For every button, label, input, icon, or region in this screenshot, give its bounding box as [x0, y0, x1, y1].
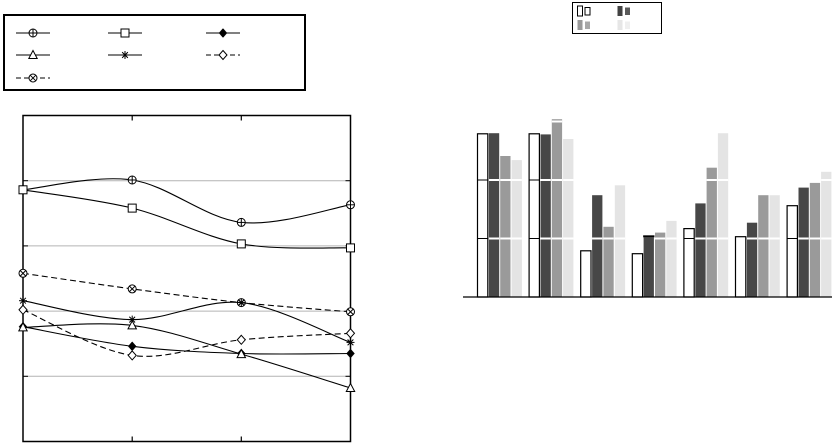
- legend-medium-gray-swatch-icon: [577, 20, 590, 30]
- line-plot-frame: [22, 114, 352, 443]
- star-marker: [128, 316, 136, 323]
- star-marker: [238, 299, 245, 306]
- legend-circle-x-icon: [16, 73, 50, 83]
- bar-white-group6: [734, 236, 747, 298]
- legend-entry-light-gray: [617, 19, 632, 32]
- square-marker: [120, 28, 130, 38]
- legend-entry-circle-plus: [16, 26, 50, 40]
- legend-white-outline-swatch-icon: [577, 5, 591, 17]
- legend-entry-star: [108, 48, 142, 62]
- circle-x-marker: [129, 285, 136, 293]
- circle-x-marker: [347, 308, 354, 315]
- bar-light-gray-group2: [563, 139, 574, 297]
- legend-swatch-bar: [577, 20, 583, 30]
- bar-light-gray-group1: [511, 160, 522, 297]
- triangle-up-marker: [127, 319, 138, 330]
- legend-swatch-bar: [625, 7, 630, 15]
- triangle-up-marker: [27, 49, 39, 59]
- diamond-filled-marker: [127, 341, 137, 352]
- legend-entry-medium-gray: [577, 19, 592, 32]
- triangle-up-marker: [236, 348, 247, 359]
- circle-x-marker: [29, 74, 37, 82]
- legend-star-icon: [108, 51, 142, 59]
- bar-white-group1: [476, 133, 489, 298]
- legend-entry-circle-x: [16, 71, 50, 85]
- legend-entry-square: [108, 26, 142, 40]
- line-series-circle-x: [22, 272, 351, 313]
- bar-white-group4: [631, 253, 644, 298]
- legend-swatch-bar: [625, 21, 630, 29]
- bar-dark-gray-group2: [540, 134, 551, 297]
- diamond-open-marker: [345, 328, 356, 339]
- bar-dark-gray-group3: [592, 195, 603, 297]
- bar-dark-gray-group1: [488, 133, 500, 297]
- bar-light-gray-group5: [717, 133, 729, 297]
- legend-dark-gray-swatch-icon: [617, 6, 630, 16]
- legend-swatch-bar: [577, 5, 583, 17]
- legend-circle-plus-icon: [16, 28, 50, 38]
- diamond-filled-marker: [346, 348, 355, 359]
- bar-medium-gray-group2: [551, 119, 563, 297]
- triangle-up-marker: [17, 321, 29, 332]
- diamond-open-marker: [18, 304, 28, 316]
- legend-square-icon: [108, 28, 142, 38]
- line-series-star: [22, 300, 351, 343]
- legend-diamond-filled-icon: [206, 28, 240, 38]
- legend-entry-diamond-open: [206, 48, 240, 62]
- bar-chart-legend: [572, 2, 662, 34]
- bar-white-group2: [528, 133, 540, 298]
- square-marker: [127, 203, 137, 213]
- line-chart: [17, 114, 356, 443]
- bar-light-gray-group6: [769, 195, 780, 297]
- bar-white-group7: [786, 205, 798, 298]
- legend-swatch-bar: [617, 6, 623, 16]
- bar-chart: [463, 119, 832, 298]
- bar-dark-gray-group6: [746, 222, 758, 297]
- bar-medium-gray-group6: [758, 195, 769, 297]
- legend-entry-triangle-up: [16, 48, 50, 62]
- star-marker: [121, 51, 129, 59]
- legend-entry-dark-gray: [617, 5, 632, 18]
- square-marker: [346, 243, 355, 253]
- bar-medium-gray-group5: [706, 167, 717, 297]
- diamond-filled-marker: [218, 28, 228, 38]
- bar-dark-gray-group7: [798, 187, 809, 297]
- legend-entry-white-outline: [577, 5, 592, 18]
- bar-white-group3: [580, 250, 592, 298]
- legend-light-gray-swatch-icon: [617, 20, 630, 30]
- bar-light-gray-group3: [614, 185, 626, 297]
- bar-medium-gray-group7: [809, 182, 821, 297]
- legend-swatch-bar: [617, 20, 623, 30]
- line-chart-legend: [3, 14, 306, 91]
- diamond-open-marker: [236, 334, 246, 346]
- bar-medium-gray-group1: [500, 156, 511, 297]
- legend-swatch-bar: [584, 7, 591, 16]
- bar-light-gray-group7: [821, 171, 832, 297]
- star-marker: [347, 339, 354, 346]
- legend-triangle-up-icon: [16, 49, 50, 59]
- circle-x-marker: [19, 270, 27, 277]
- bar-dark-gray-group5: [695, 203, 706, 297]
- square-marker: [18, 185, 28, 195]
- bar-dark-gray-group4: [643, 237, 654, 297]
- square-marker: [236, 239, 246, 249]
- bar-medium-gray-group3: [603, 226, 614, 297]
- triangle-up-marker: [345, 382, 356, 392]
- legend-diamond-open-icon: [206, 49, 240, 61]
- star-marker: [19, 297, 27, 304]
- diamond-open-marker: [218, 49, 228, 61]
- line-series-diamond-filled: [22, 326, 351, 355]
- line-series-diamond-open: [22, 309, 351, 357]
- bar-medium-gray-group4: [655, 232, 666, 297]
- legend-swatch-bar: [585, 21, 590, 29]
- diamond-open-marker: [127, 350, 137, 361]
- line-series-circle-plus: [22, 178, 351, 224]
- legend-entry-diamond-filled: [206, 26, 240, 40]
- line-series-square: [22, 189, 351, 249]
- bar-light-gray-group4: [666, 220, 677, 297]
- line-series-triangle: [22, 323, 351, 389]
